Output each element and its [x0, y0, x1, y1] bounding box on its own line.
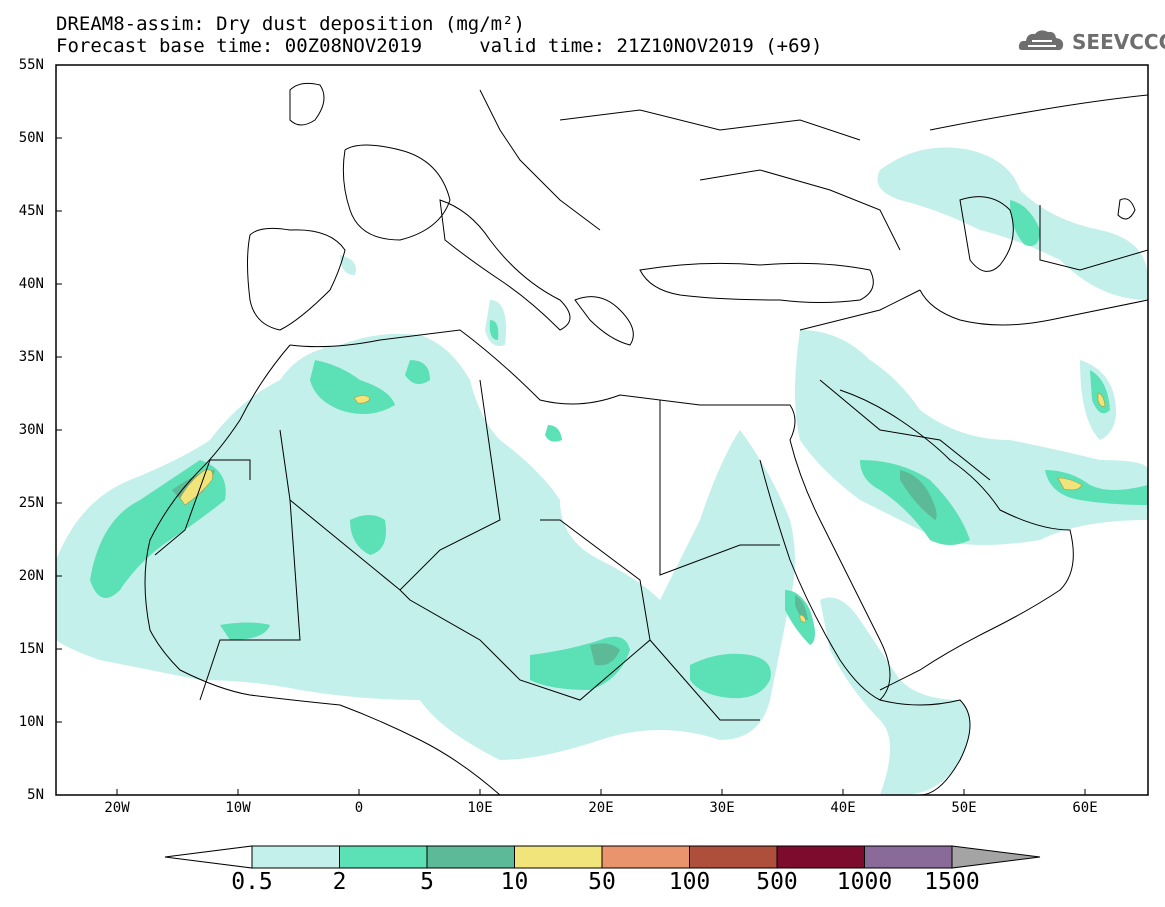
- colorbar-swatch-500: [776, 845, 865, 869]
- colorbar-swatch-50: [601, 845, 690, 869]
- colorbar-label: 10: [500, 869, 529, 895]
- lon-label: 40E: [830, 800, 856, 816]
- lon-label: 50E: [951, 800, 977, 816]
- lat-label: 35N: [18, 349, 44, 365]
- colorbar-swatch-5: [426, 845, 515, 869]
- lat-label: 45N: [18, 203, 44, 219]
- colorbar-swatch-0.5: [251, 845, 340, 869]
- colorbar-label: 100: [668, 869, 711, 895]
- colorbar-label: 0.5: [231, 869, 273, 895]
- lat-label: 40N: [18, 276, 44, 292]
- colorbar-swatch-10: [514, 845, 603, 869]
- lon-label: 0: [354, 800, 364, 816]
- lat-label: 5N: [27, 787, 44, 803]
- colorbar-label: 1000: [836, 869, 893, 895]
- lon-label: 20W: [104, 800, 130, 816]
- lon-label: 60E: [1072, 800, 1098, 816]
- cloud-icon: [1018, 30, 1064, 51]
- colorbar-label: 1500: [924, 869, 980, 895]
- colorbar-swatch-100: [689, 845, 778, 869]
- colorbar-high-end: [951, 845, 1041, 869]
- lat-label: 30N: [18, 422, 44, 438]
- colorbar-label: 50: [588, 869, 616, 895]
- coastlines: [144, 82, 1148, 795]
- lon-label: 20E: [588, 800, 614, 816]
- map-subtitle: Forecast base time: 00Z08NOV2019 valid t…: [56, 35, 823, 57]
- map-title: DREAM8-assim: Dry dust deposition (mg/m²…: [56, 13, 525, 35]
- axis-ticks: [56, 64, 1086, 795]
- colorbar-label: 2: [332, 869, 347, 895]
- lat-label: 15N: [18, 641, 44, 657]
- lon-label: 30E: [709, 800, 735, 816]
- lat-label: 20N: [18, 568, 44, 584]
- lat-label: 55N: [18, 57, 44, 73]
- colorbar-label: 5: [420, 869, 434, 895]
- lon-label: 10W: [225, 800, 251, 816]
- lat-label: 25N: [18, 495, 44, 511]
- colorbar-low-end: [164, 845, 253, 869]
- lat-label: 10N: [18, 714, 44, 730]
- colorbar-swatch-2: [339, 845, 428, 869]
- deposition-level-10: [179, 392, 1106, 623]
- lon-label: 10E: [467, 800, 493, 816]
- colorbar-swatch-1000: [864, 845, 953, 869]
- colorbar-label: 500: [756, 869, 798, 895]
- seevccc-logo: SEEVCCC: [1072, 30, 1165, 54]
- colorbar: [164, 845, 1041, 869]
- lat-label: 50N: [18, 130, 44, 146]
